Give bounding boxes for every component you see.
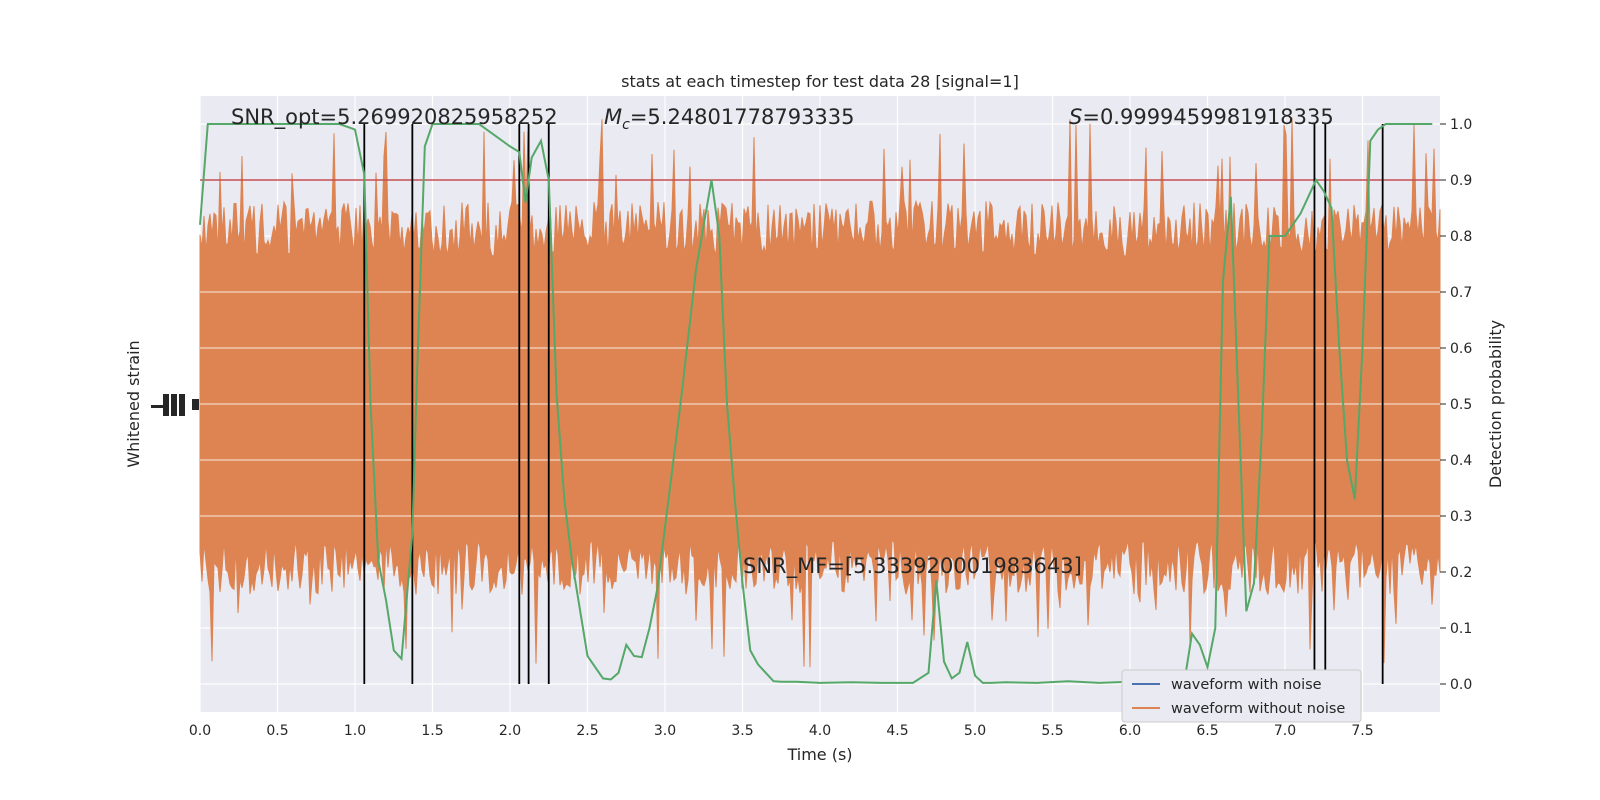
x-tick-label: 7.0 bbox=[1274, 723, 1296, 739]
x-tick-label: 3.0 bbox=[654, 723, 676, 739]
y-right-tick-label: 0.6 bbox=[1450, 341, 1472, 357]
y-right-axis-ticks: 0.0 0.1 0.2 0.3 0.4 0.5 0.6 0.7 0.8 0.9 1.0 bbox=[1440, 117, 1472, 693]
y-right-tick-label: 0.9 bbox=[1450, 173, 1472, 189]
y-right-tick-label: 0.7 bbox=[1450, 285, 1472, 301]
annotation-snr-mf: SNR_MF=[5.333920001983643] bbox=[743, 554, 1082, 579]
strain-noise-core bbox=[200, 276, 1440, 520]
annotation-snr-opt: SNR_opt=5.269920825958252 bbox=[231, 105, 558, 130]
detection-probability-line bbox=[199, 123, 1433, 684]
y-right-tick-label: 0.0 bbox=[1450, 677, 1472, 693]
x-tick-label: 1.0 bbox=[344, 723, 366, 739]
x-tick-label: 0.0 bbox=[189, 723, 211, 739]
annotation-chirp-mass: Mc=5.24801778793335 bbox=[604, 105, 855, 133]
y-right-axis-label: Detection probability bbox=[1486, 320, 1505, 488]
legend: waveform with noise waveform without noi… bbox=[1121, 669, 1362, 723]
x-tick-label: 5.5 bbox=[1041, 723, 1063, 739]
y-left-axis-label: Whitened strain bbox=[124, 340, 143, 467]
x-tick-label: 6.0 bbox=[1119, 723, 1141, 739]
legend-label-with-noise: waveform with noise bbox=[1171, 677, 1322, 693]
x-tick-label: 7.5 bbox=[1351, 723, 1373, 739]
y-right-tick-label: 0.8 bbox=[1450, 229, 1472, 245]
y-right-tick-label: 1.0 bbox=[1450, 117, 1472, 133]
left-axis-collapsed-ticks bbox=[151, 394, 199, 416]
x-tick-label: 5.0 bbox=[964, 723, 986, 739]
y-right-tick-label: 0.1 bbox=[1450, 621, 1472, 637]
x-axis-ticks: 0.0 0.5 1.0 1.5 2.0 2.5 3.0 3.5 4.0 4.5 5.0 5.5 6.0 6… bbox=[189, 723, 1374, 739]
detection-markers bbox=[363, 124, 1384, 684]
x-tick-label: 2.0 bbox=[499, 723, 521, 739]
x-axis-label: Time (s) bbox=[786, 745, 852, 764]
x-tick-label: 3.5 bbox=[731, 723, 753, 739]
probability-series bbox=[199, 123, 1433, 684]
y-right-tick-label: 0.4 bbox=[1450, 453, 1472, 469]
x-tick-label: 6.5 bbox=[1196, 723, 1218, 739]
y-right-tick-label: 0.3 bbox=[1450, 509, 1472, 525]
legend-box bbox=[1121, 669, 1362, 723]
chart-title: stats at each timestep for test data 28 … bbox=[621, 72, 1019, 91]
x-tick-label: 4.5 bbox=[886, 723, 908, 739]
legend-label-without-noise: waveform without noise bbox=[1171, 701, 1345, 717]
x-tick-label: 1.5 bbox=[421, 723, 443, 739]
y-right-tick-label: 0.2 bbox=[1450, 565, 1472, 581]
annotation-score: S=0.9999459981918335 bbox=[1069, 105, 1334, 129]
x-tick-label: 0.5 bbox=[266, 723, 288, 739]
y-right-tick-label: 0.5 bbox=[1450, 397, 1472, 413]
x-tick-label: 2.5 bbox=[576, 723, 598, 739]
x-tick-label: 4.0 bbox=[809, 723, 831, 739]
strain-noise-band bbox=[199, 117, 1441, 668]
